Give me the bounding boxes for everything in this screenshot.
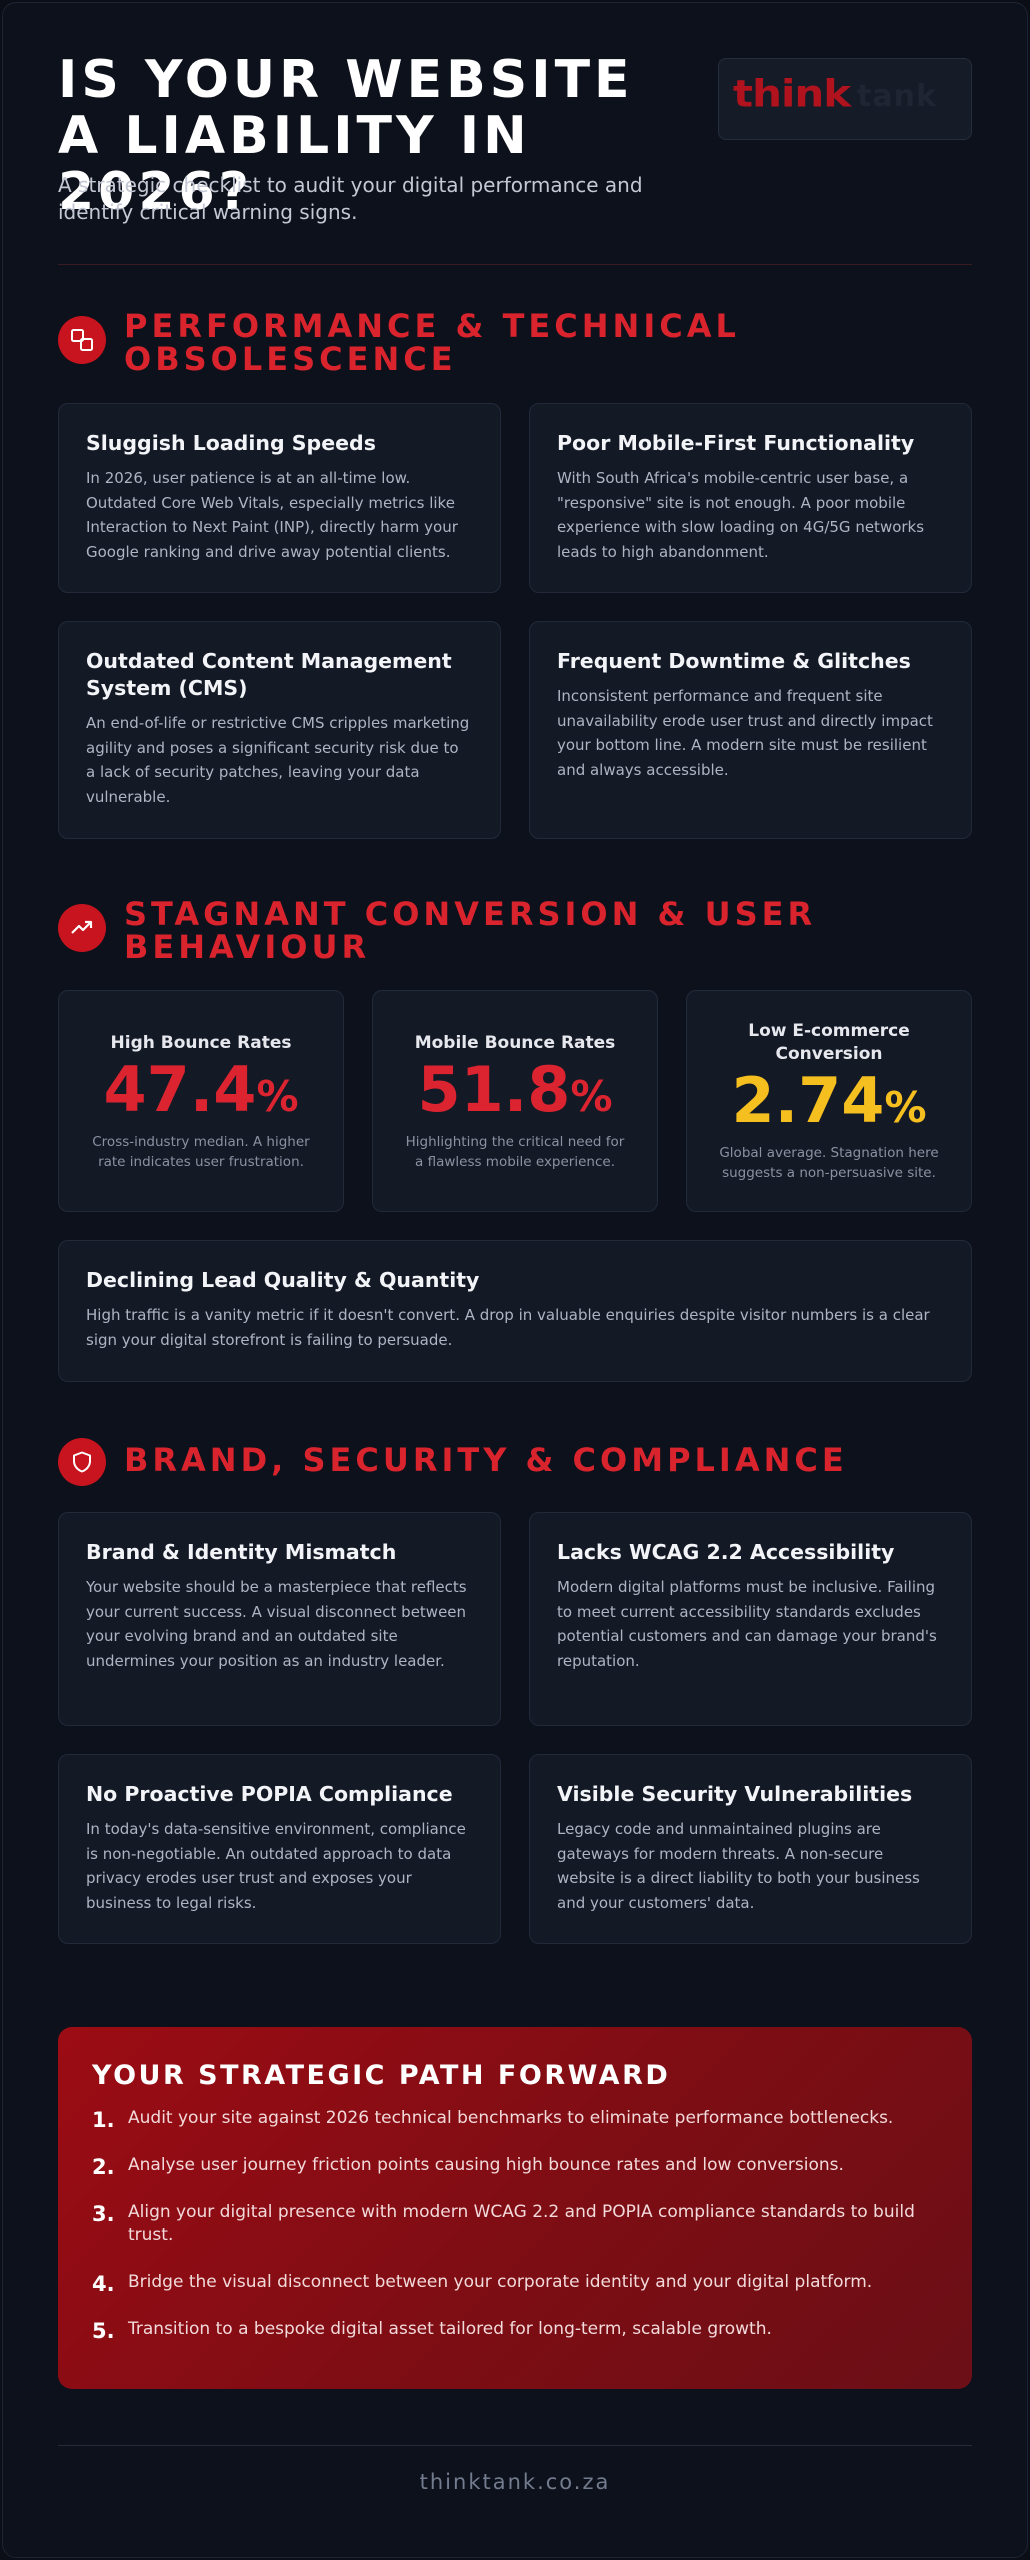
page-title: IS YOUR WEBSITE A LIABILITY IN 2026?: [58, 50, 634, 222]
section-title: BRAND, SECURITY & COMPLIANCE: [124, 1441, 848, 1479]
path-step: 4. Bridge the visual disconnect between y…: [92, 2272, 873, 2296]
card-body: Your website should be a masterpiece tha…: [86, 1578, 467, 1670]
card-body: In today's data-sensitive environment, c…: [86, 1820, 466, 1912]
path-title: YOUR STRATEGIC PATH FORWARD: [92, 2060, 671, 2091]
stat-note: Highlighting the critical need for a fla…: [405, 1134, 625, 1170]
stat-value: 2.74%: [731, 1064, 927, 1137]
card-body: Modern digital platforms must be inclusi…: [557, 1578, 937, 1670]
card-title: No Proactive POPIA Compliance: [86, 1782, 453, 1806]
card-title: Declining Lead Quality & Quantity: [86, 1268, 480, 1292]
card-title: Brand & Identity Mismatch: [86, 1540, 397, 1564]
stat-value: 47.4%: [103, 1053, 299, 1126]
footer-divider: [58, 2445, 972, 2446]
card-body: High traffic is a vanity metric if it do…: [86, 1306, 930, 1349]
path-step: 2. Analyse user journey friction points c…: [92, 2155, 844, 2179]
card-title: Frequent Downtime & Glitches: [557, 649, 911, 673]
footer-site-link[interactable]: thinktank.co.za: [419, 2470, 611, 2494]
stat-note: Cross-industry median. A higher rate ind…: [92, 1134, 310, 1170]
layers-icon: [58, 316, 106, 364]
stat-ecommerce-conversion: Low E-commerce Conversion 2.74% Global a…: [686, 990, 972, 1212]
card-body: In 2026, user patience is at an all-time…: [86, 469, 458, 561]
header: IS YOUR WEBSITE A LIABILITY IN 2026? A s…: [58, 52, 972, 262]
page-subtitle: A strategic checklist to audit your digi…: [58, 173, 643, 224]
card-body: With South Africa's mobile-centric user …: [557, 469, 925, 561]
card-body: An end-of-life or restrictive CMS crippl…: [86, 714, 470, 806]
trending-up-icon: [58, 904, 106, 952]
logo[interactable]: think tank: [718, 58, 972, 140]
card-title: Outdated Content Management System (CMS): [86, 649, 452, 700]
card-title: Sluggish Loading Speeds: [86, 431, 376, 455]
strategic-path-panel: YOUR STRATEGIC PATH FORWARD 1. Audit your…: [58, 2027, 972, 2389]
stat-mobile-bounce: Mobile Bounce Rates 51.8% Highlighting t…: [372, 990, 658, 1212]
card-title: Poor Mobile-First Functionality: [557, 431, 915, 455]
path-step: 1. Audit your site against 2026 technical…: [92, 2108, 894, 2132]
section-title: PERFORMANCE & TECHNICAL OBSOLESCENCE: [124, 307, 740, 378]
card-brand-mismatch: Brand & Identity Mismatch Your website s…: [58, 1512, 501, 1726]
card-title: Visible Security Vulnerabilities: [557, 1782, 913, 1806]
card-frequent-downtime: Frequent Downtime & Glitches Inconsisten…: [529, 621, 972, 839]
card-wcag-accessibility: Lacks WCAG 2.2 Accessibility Modern digi…: [529, 1512, 972, 1726]
path-steps: 1. Audit your site against 2026 technical…: [92, 2107, 936, 2343]
stat-label: Mobile Bounce Rates: [414, 1033, 616, 1053]
card-sluggish-loading: Sluggish Loading Speeds In 2026, user pa…: [58, 403, 501, 593]
card-title: Lacks WCAG 2.2 Accessibility: [557, 1540, 895, 1564]
path-step: 3. Align your digital presence with moder…: [92, 2202, 915, 2245]
stat-note: Global average. Stagnation here suggests…: [719, 1145, 939, 1181]
logo-tank-text: tank: [857, 79, 937, 114]
path-step: 5. Transition to a bespoke digital asset …: [92, 2319, 772, 2343]
card-popia-compliance: No Proactive POPIA Compliance In today's…: [58, 1754, 501, 1944]
stat-label: Low E-commerce Conversion: [748, 1021, 910, 1064]
section-title: STAGNANT CONVERSION & USER BEHAVIOUR: [124, 895, 817, 966]
stat-value: 51.8%: [417, 1053, 613, 1126]
card-declining-leads: Declining Lead Quality & Quantity High t…: [58, 1240, 972, 1382]
card-outdated-cms: Outdated Content Management System (CMS)…: [58, 621, 501, 839]
card-poor-mobile: Poor Mobile-First Functionality With Sou…: [529, 403, 972, 593]
card-body: Legacy code and unmaintained plugins are…: [557, 1820, 920, 1912]
logo-think-text: think: [733, 71, 851, 116]
stat-label: High Bounce Rates: [110, 1033, 292, 1053]
shield-icon: [58, 1438, 106, 1486]
card-security-vulnerabilities: Visible Security Vulnerabilities Legacy …: [529, 1754, 972, 1944]
card-body: Inconsistent performance and frequent si…: [557, 687, 933, 779]
header-divider: [58, 264, 972, 265]
stat-high-bounce: High Bounce Rates 47.4% Cross-industry m…: [58, 990, 344, 1212]
